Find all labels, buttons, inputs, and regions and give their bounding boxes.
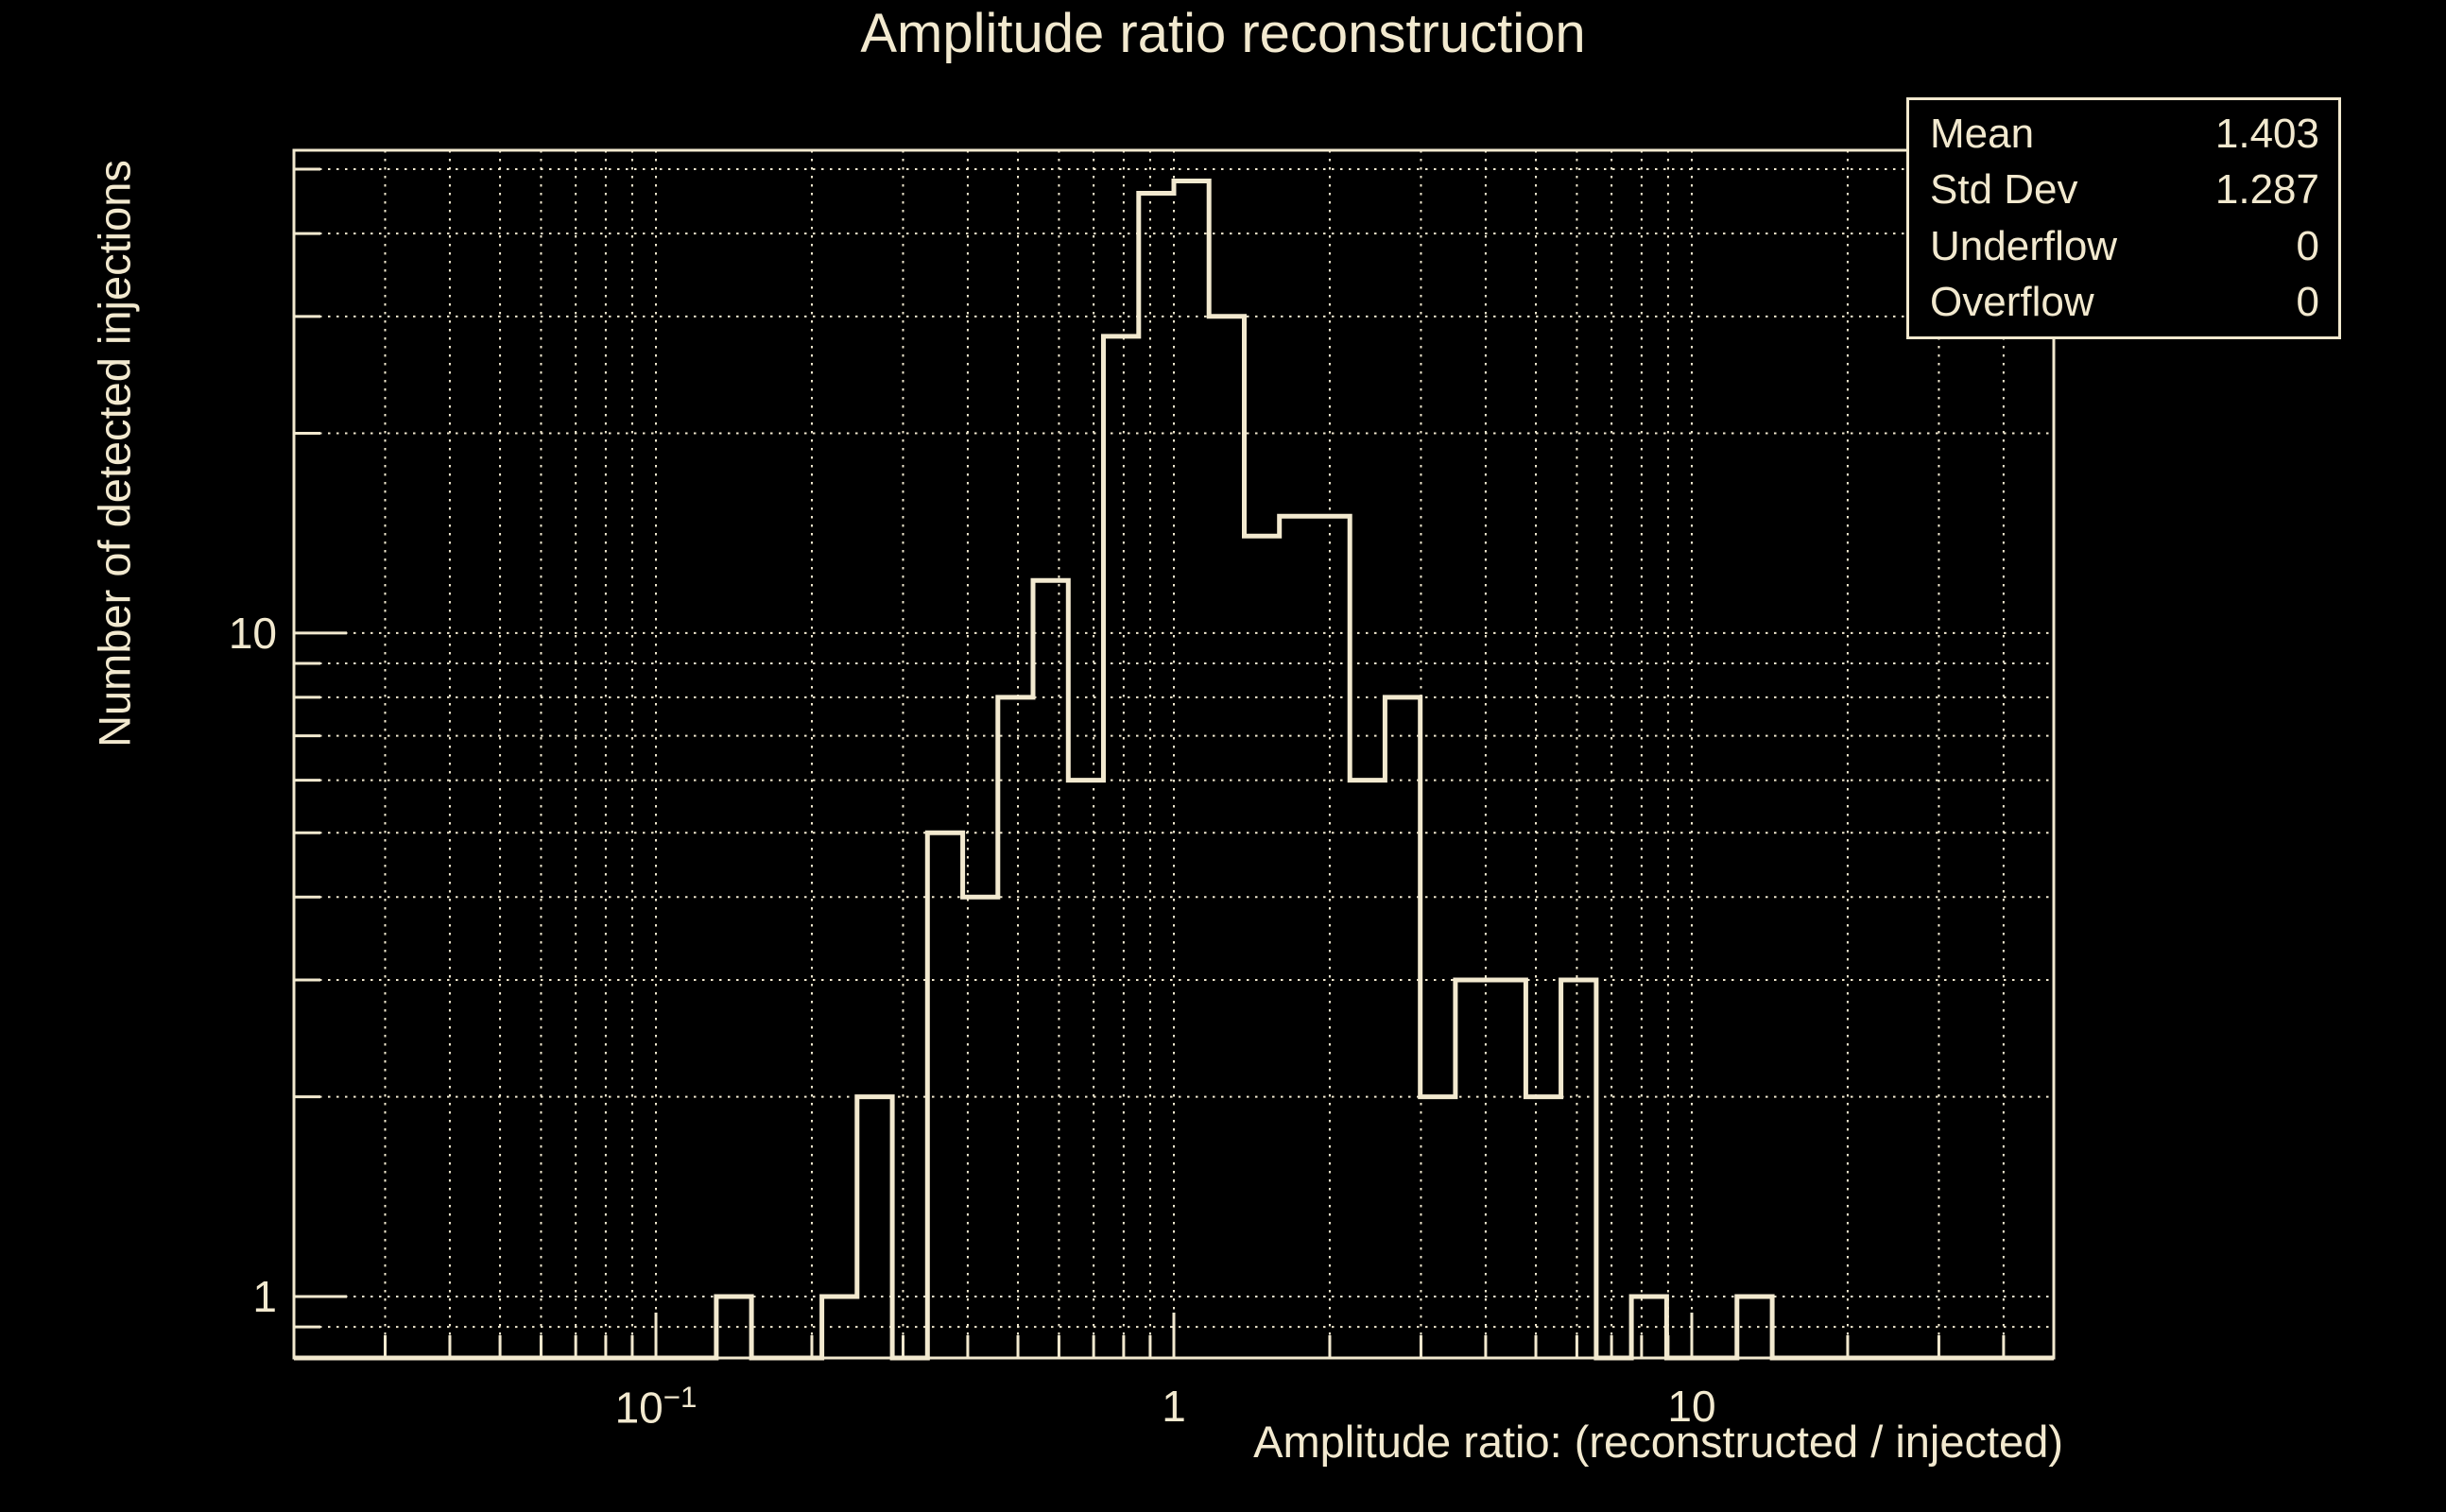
stats-label: Mean [1930, 110, 2035, 157]
y-tick-label: 10 [228, 608, 277, 658]
stats-value: 1.287 [2214, 166, 2319, 214]
plot-frame [292, 148, 2056, 1360]
stats-row-mean: Mean 1.403 [1930, 107, 2319, 162]
x-axis-title: Amplitude ratio: (reconstructed / inject… [1253, 1417, 2063, 1467]
x-tick-label: 10−1 [614, 1381, 698, 1433]
stats-row-stddev: Std Dev 1.287 [1930, 163, 2319, 217]
y-tick-label: 1 [252, 1271, 277, 1321]
y-axis-title: Number of detected injections [89, 160, 140, 747]
stats-box: Mean 1.403 Std Dev 1.287 Underflow 0 Ove… [1906, 97, 2341, 339]
stats-value: 0 [2296, 222, 2319, 269]
stats-label: Underflow [1930, 222, 2118, 269]
x-tick-label: 1 [1162, 1382, 1186, 1431]
stats-label: Std Dev [1930, 166, 2078, 214]
stats-label: Overflow [1930, 279, 2094, 326]
stats-row-overflow: Overflow 0 [1930, 275, 2319, 330]
axis-ticks [294, 167, 2056, 1358]
stats-value: 1.403 [2214, 110, 2319, 157]
x-tick-label: 10 [1667, 1382, 1716, 1431]
stats-value: 0 [2296, 279, 2319, 326]
histogram-line [294, 179, 2054, 1361]
gridlines [294, 150, 2055, 1358]
page-title: Amplitude ratio reconstruction [860, 3, 1586, 64]
stats-row-underflow: Underflow 0 [1930, 219, 2319, 274]
